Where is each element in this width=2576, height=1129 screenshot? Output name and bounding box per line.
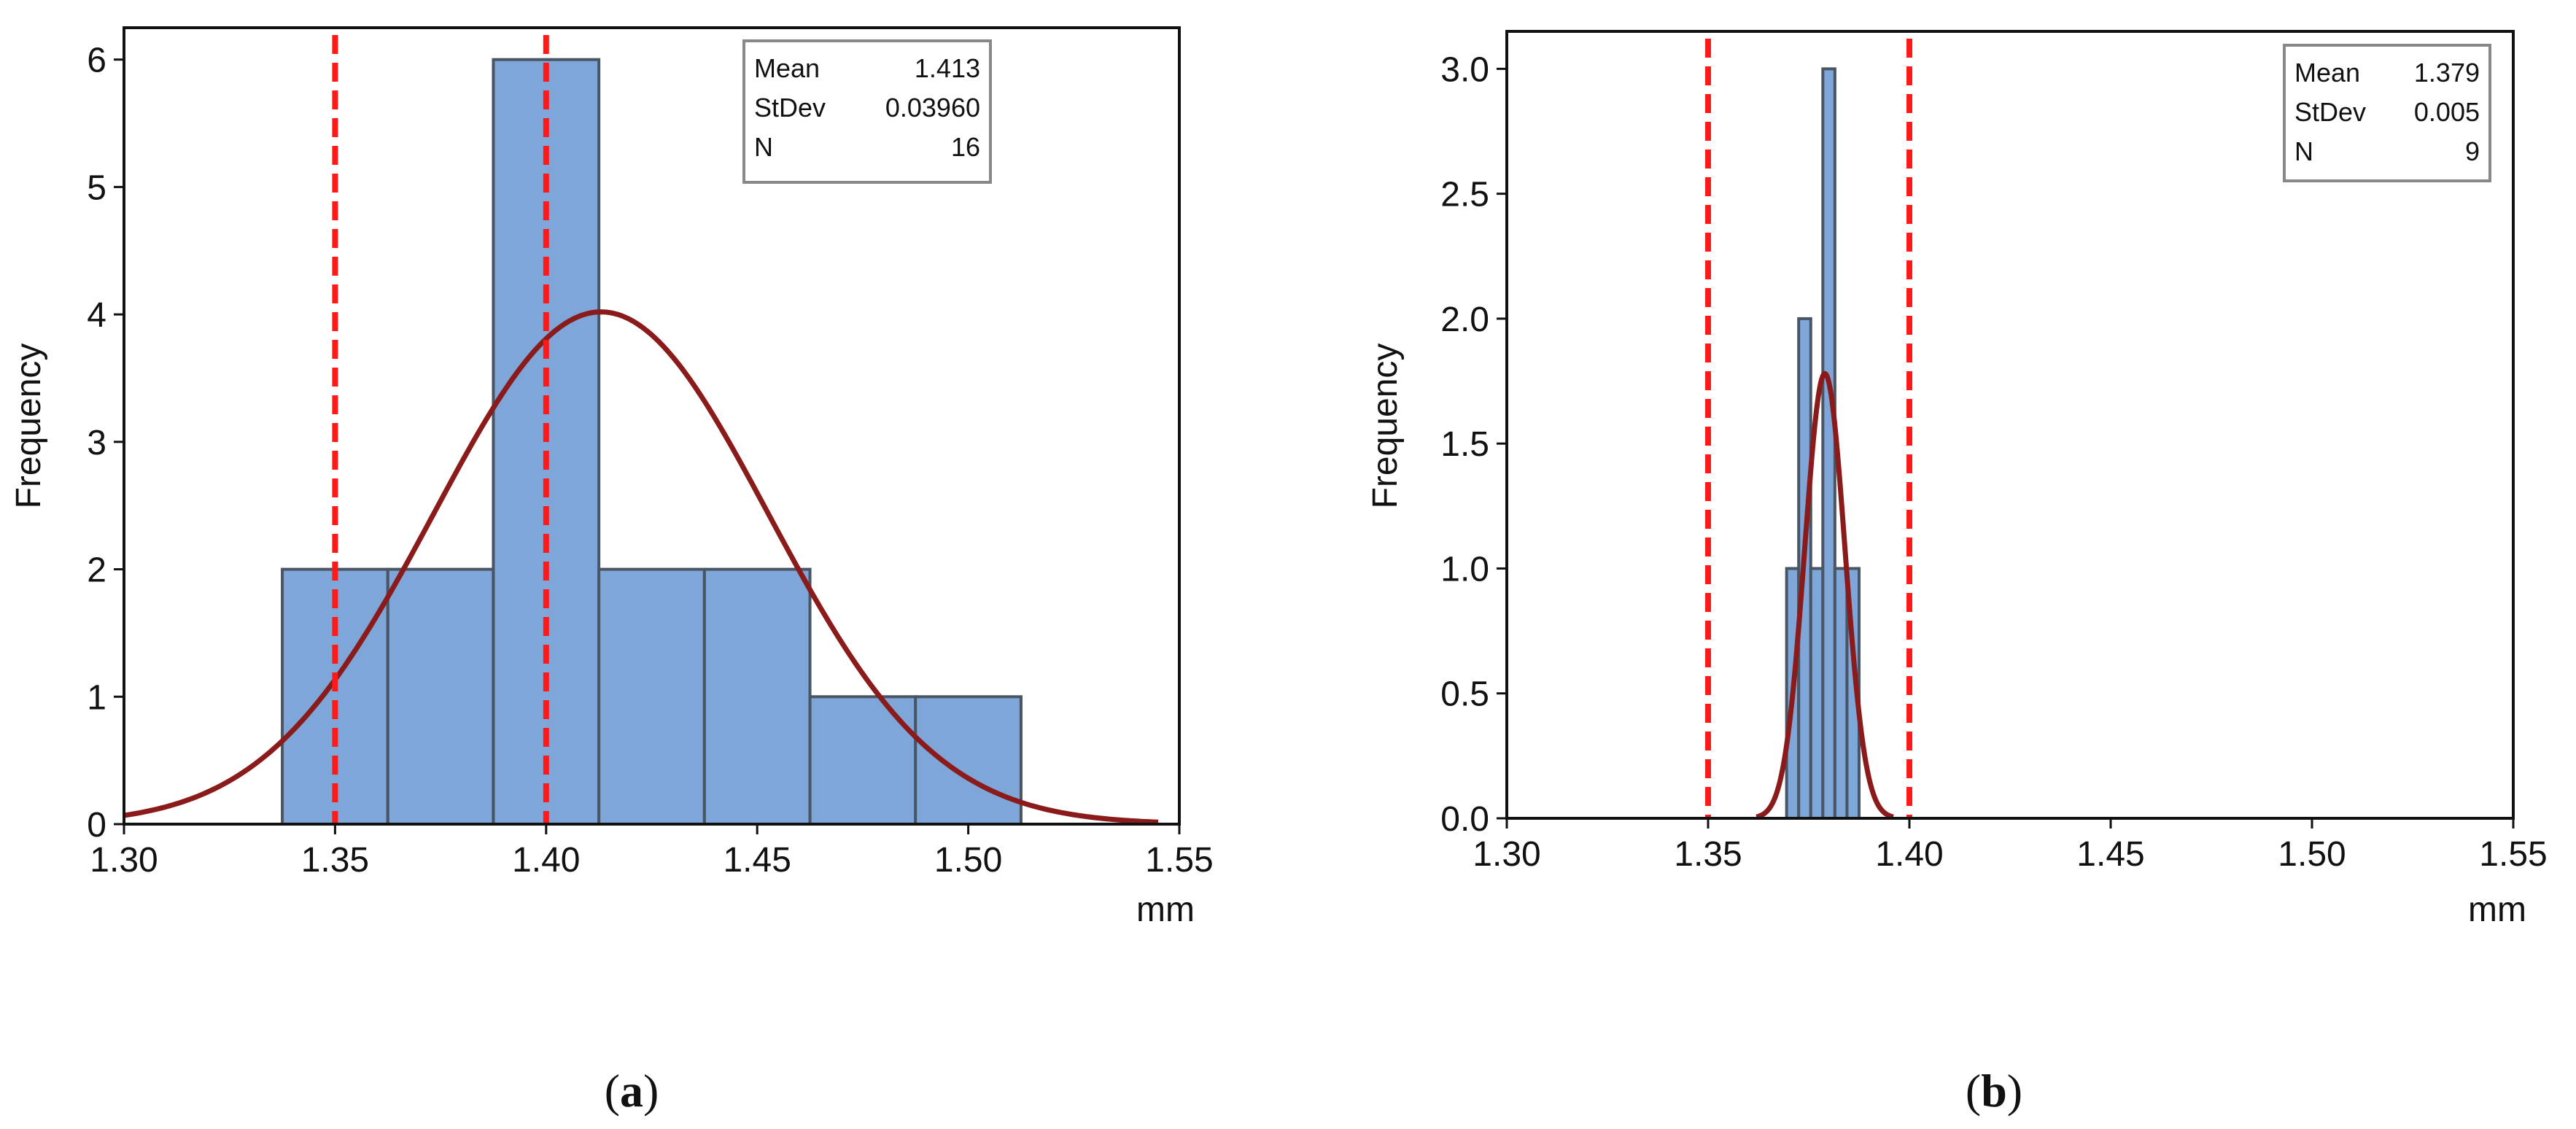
stat-label: N [754, 132, 773, 162]
stat-value: 1.379 [2414, 58, 2480, 88]
y-tick-label: 2 [87, 551, 106, 590]
x-tick-label: 1.40 [512, 841, 580, 880]
x-tick-label: 1.50 [2278, 835, 2346, 874]
stat-label: StDev [2294, 97, 2366, 127]
x-tick-label: 1.55 [1145, 841, 1213, 880]
x-tick-label: 1.35 [301, 841, 369, 880]
y-tick-label: 0 [87, 806, 106, 845]
x-tick-label: 1.55 [2479, 835, 2547, 874]
caption-close-paren: ) [643, 1065, 659, 1117]
y-tick-label: 3 [87, 424, 106, 462]
stat-value: 16 [951, 132, 980, 162]
fit-curve [1754, 370, 1896, 820]
stat-value: 0.005 [2414, 97, 2480, 127]
y-tick-label: 6 [87, 42, 106, 80]
caption-letter: a [620, 1065, 643, 1117]
stats-legend: Mean 1.379 StDev 0.005 N 9 [2283, 44, 2491, 182]
y-tick-label: 1.5 [1440, 425, 1489, 464]
caption-close-paren: ) [2007, 1065, 2022, 1117]
y-tick-label: 0.5 [1440, 675, 1489, 714]
stat-label: Mean [754, 53, 820, 83]
stats-legend: Mean 1.413 StDev 0.03960 N 16 [742, 39, 992, 184]
x-tick-label: 1.45 [2076, 835, 2144, 874]
x-axis-title: mm [2468, 891, 2526, 929]
y-tick-label: 1 [87, 678, 106, 717]
x-tick-label: 1.40 [1875, 835, 1943, 874]
stat-label: N [2294, 136, 2313, 166]
fit-curve [123, 309, 1159, 825]
stat-label: StDev [754, 93, 826, 123]
histogram-bar [1821, 67, 1836, 820]
histogram-bar [1833, 567, 1849, 820]
x-tick-label: 1.30 [90, 841, 158, 880]
x-tick-label: 1.45 [723, 841, 791, 880]
y-tick-label: 5 [87, 168, 106, 207]
stat-value: 0.03960 [885, 93, 980, 123]
y-tick-label: 2.5 [1440, 176, 1489, 214]
y-axis-title: Frequency [1366, 344, 1405, 509]
x-tick-label: 1.50 [934, 841, 1002, 880]
stats-box [2283, 44, 2491, 182]
histogram-bar [702, 567, 812, 826]
histogram-bar [808, 695, 917, 826]
histogram-bar [1809, 567, 1825, 820]
plot-frame [1505, 30, 2515, 820]
plot-frame [123, 26, 1181, 826]
stat-value: 9 [2465, 136, 2480, 166]
stat-value: 1.413 [915, 53, 980, 83]
stats-box [742, 39, 992, 184]
y-axis-title: Frequency [9, 344, 48, 509]
x-tick-label: 1.30 [1473, 835, 1540, 874]
chart-a: 1.30 1.35 1.40 1.45 1.50 1.55 0 1 2 3 4 5 6 mm Frequen… [9, 26, 1214, 1117]
stat-label: Mean [2294, 58, 2360, 88]
histogram-bar [281, 567, 389, 826]
histogram-bar [386, 567, 495, 826]
caption-open-paren: ( [1966, 1065, 1981, 1117]
y-tick-label: 0.0 [1440, 800, 1489, 839]
histogram-bar [597, 567, 706, 826]
chart-b: 1.30 1.35 1.40 1.45 1.50 1.55 0.0 0.5 1.0 1.5 2.0 2… [1366, 30, 2548, 1117]
histogram-bar [914, 695, 1023, 826]
y-tick-label: 4 [87, 296, 106, 335]
x-tick-label: 1.35 [1674, 835, 1742, 874]
caption-letter: b [1981, 1065, 2007, 1117]
subfigure-caption: (b) [1966, 1065, 2022, 1117]
y-tick-label: 2.0 [1440, 300, 1489, 339]
subfigure-caption: (a) [605, 1065, 659, 1117]
caption-open-paren: ( [605, 1065, 620, 1117]
x-axis-title: mm [1136, 891, 1195, 929]
y-tick-label: 3.0 [1440, 50, 1489, 89]
y-tick-label: 1.0 [1440, 550, 1489, 589]
